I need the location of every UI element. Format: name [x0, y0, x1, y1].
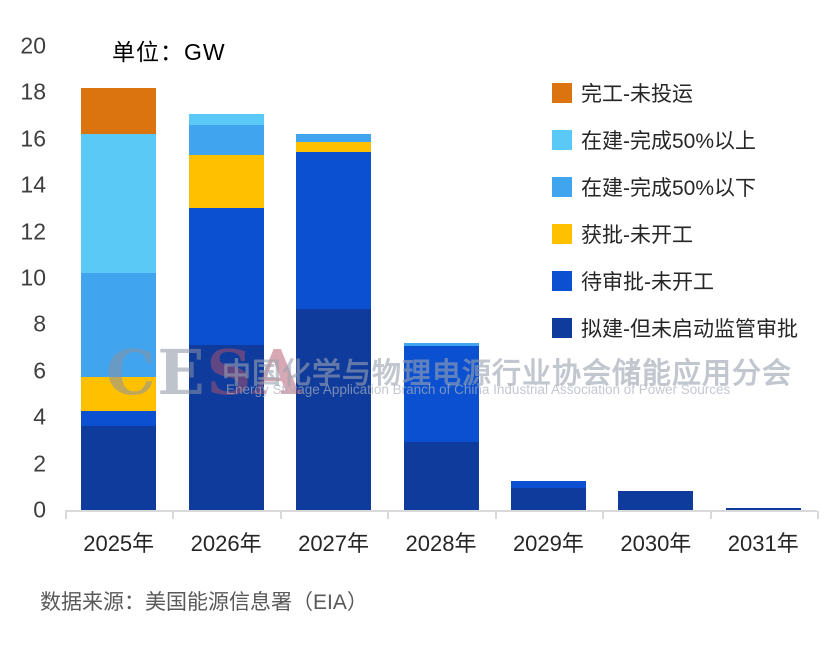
axis-tick-mark: [709, 511, 712, 519]
legend-label: 获批-未开工: [581, 224, 693, 247]
axis-tick-mark: [602, 511, 605, 519]
legend-item: 待审批-未开工: [552, 266, 714, 296]
bar-segment: [188, 124, 264, 156]
bar-segment: [81, 376, 157, 412]
y-axis-tick-label: 16: [20, 125, 46, 152]
legend-swatch: [552, 224, 572, 244]
x-axis-tick-label: 2026年: [190, 531, 262, 556]
legend-swatch: [552, 318, 572, 338]
legend-swatch: [552, 271, 572, 291]
legend-label: 待审批-未开工: [581, 271, 714, 294]
y-axis-tick-label: 8: [33, 310, 46, 337]
bar-segment: [81, 87, 157, 135]
y-axis-tick-label: 2: [33, 450, 46, 477]
bar-segment: [618, 491, 694, 510]
legend-label: 拟建-但未启动监管审批: [581, 318, 798, 341]
bar-segment: [296, 309, 372, 510]
axis-tick-mark: [172, 511, 175, 519]
source-note: 数据来源：美国能源信息署（EIA）: [40, 591, 368, 614]
axis-tick-mark: [817, 511, 819, 519]
legend-item: 在建-完成50%以上: [552, 125, 756, 155]
y-axis-tick-label: 12: [20, 218, 46, 245]
axis-tick-mark: [279, 511, 282, 519]
legend-item: 获批-未开工: [552, 219, 693, 249]
bar-segment: [81, 411, 157, 427]
bar-segment: [510, 481, 586, 488]
x-axis-tick-label: 2025年: [83, 531, 155, 556]
x-axis-tick-label: 2028年: [405, 531, 477, 556]
x-axis-line: [65, 510, 817, 512]
bar-segment: [510, 487, 586, 510]
y-axis-tick-label: 10: [20, 264, 46, 291]
bar-segment: [403, 342, 479, 347]
bar-segment: [81, 134, 157, 274]
bar-segment: [296, 142, 372, 152]
bar-segment: [296, 134, 372, 143]
y-axis-tick-label: 20: [20, 32, 46, 59]
bar-segment: [296, 151, 372, 310]
x-axis-tick-label: 2031年: [727, 531, 799, 556]
y-axis-tick-label: 18: [20, 78, 46, 105]
y-axis-tick-label: 0: [33, 496, 46, 523]
y-axis-tick-label: 14: [20, 171, 46, 198]
bar-segment: [188, 208, 264, 346]
x-axis-tick-label: 2027年: [298, 531, 370, 556]
x-axis-tick-label: 2029年: [512, 531, 584, 556]
legend-label: 在建-完成50%以上: [581, 130, 757, 153]
axis-tick-mark: [494, 511, 497, 519]
legend-item: 拟建-但未启动监管审批: [552, 313, 798, 343]
legend-swatch: [552, 130, 572, 150]
y-axis-tick-label: 6: [33, 357, 46, 384]
axis-tick-mark: [387, 511, 390, 519]
legend-item: 完工-未投运: [552, 78, 693, 108]
legend-swatch: [552, 177, 572, 197]
axis-tick-mark: [65, 511, 67, 519]
x-axis-tick-label: 2030年: [620, 531, 692, 556]
bar-segment: [403, 346, 479, 442]
bar-segment: [188, 345, 264, 510]
legend-label: 完工-未投运: [581, 83, 693, 106]
bar-segment: [81, 426, 157, 510]
bar-segment: [403, 441, 479, 510]
bar-segment: [725, 508, 801, 510]
bar-segment: [81, 273, 157, 377]
bar-segment: [188, 155, 264, 209]
legend-swatch: [552, 83, 572, 103]
legend-item: 在建-完成50%以下: [552, 172, 756, 202]
y-axis-tick-label: 4: [33, 403, 46, 430]
bar-segment: [188, 114, 264, 125]
chart-title: 单位：GW: [112, 39, 226, 65]
legend-label: 在建-完成50%以下: [581, 177, 757, 200]
